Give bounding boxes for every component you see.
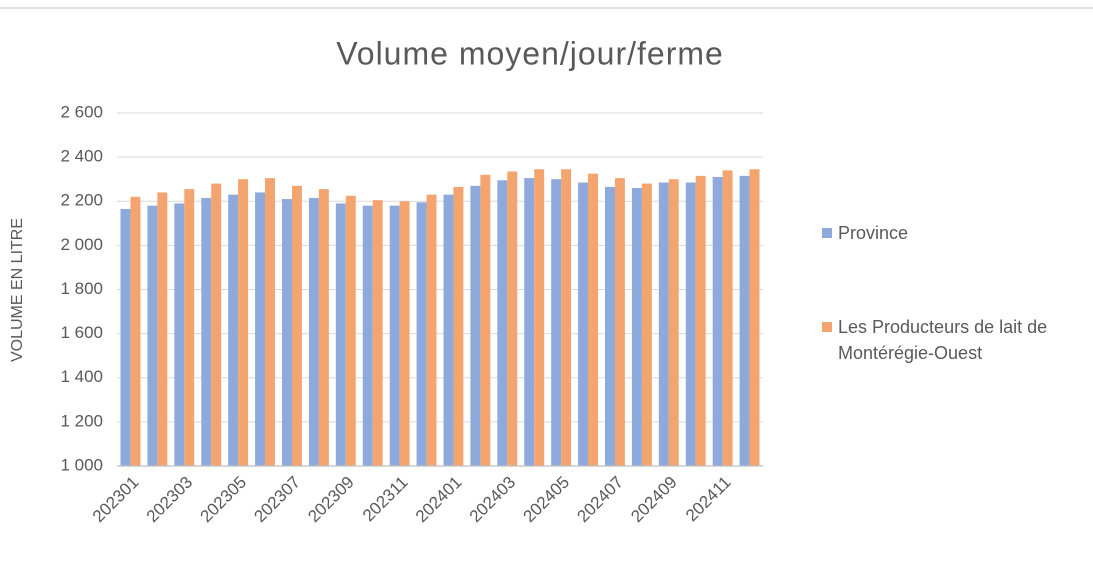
- bar: [551, 179, 562, 466]
- bar: [362, 205, 373, 466]
- y-tick-label: 1 400: [60, 367, 103, 386]
- bar: [265, 178, 276, 466]
- bar: [534, 169, 545, 466]
- legend-label: Province: [838, 223, 909, 243]
- bar: [712, 176, 723, 466]
- bar: [480, 174, 491, 466]
- x-tick-label: 202411: [682, 473, 735, 526]
- bar: [631, 188, 642, 466]
- bar: [335, 203, 346, 467]
- bar: [238, 179, 249, 466]
- legend-swatch: [822, 322, 832, 332]
- bar: [739, 175, 750, 467]
- bar: [578, 182, 589, 466]
- x-tick-label: 202305: [197, 473, 251, 527]
- y-tick-label: 1 600: [60, 323, 103, 342]
- bar: [507, 171, 518, 466]
- y-tick-label: 2 200: [60, 191, 103, 210]
- bar: [524, 178, 535, 466]
- bar: [228, 194, 239, 466]
- y-tick-label: 1 000: [60, 455, 103, 474]
- y-tick-label: 2 400: [60, 147, 103, 166]
- bar: [443, 194, 454, 466]
- x-tick-label: 202407: [573, 473, 627, 527]
- y-tick-label: 1 200: [60, 411, 103, 430]
- x-tick-label: 202401: [412, 473, 466, 527]
- x-tick-label: 202311: [359, 473, 412, 526]
- bar: [426, 194, 437, 466]
- bar: [174, 203, 185, 467]
- bar: [184, 189, 195, 466]
- bar: [130, 196, 141, 466]
- x-tick-label: 202403: [466, 473, 520, 527]
- x-tick-label: 202405: [520, 473, 574, 527]
- bar: [749, 169, 760, 466]
- bar: [722, 170, 733, 467]
- legend-swatch: [822, 228, 832, 238]
- x-tick-label: 202409: [627, 473, 681, 527]
- y-tick-label: 2 600: [60, 102, 103, 121]
- bar: [308, 197, 319, 467]
- bar: [318, 189, 329, 466]
- bar: [641, 183, 652, 466]
- x-tick-label: 202301: [89, 473, 143, 527]
- bar: [120, 208, 131, 467]
- x-tick-label: 202309: [304, 473, 358, 527]
- bar: [255, 192, 266, 467]
- bar: [453, 186, 464, 467]
- bar: [668, 179, 679, 466]
- x-tick-label: 202307: [250, 473, 304, 527]
- bar: [345, 195, 356, 466]
- bar: [695, 175, 706, 467]
- bar: [685, 182, 696, 466]
- bar: [658, 182, 669, 466]
- bar: [211, 183, 222, 466]
- bar: [147, 205, 158, 466]
- bar: [399, 201, 410, 466]
- bar: [416, 202, 427, 466]
- bar: [470, 185, 481, 466]
- bar: [497, 180, 508, 466]
- y-axis-label: VOLUME EN LITRE: [9, 218, 26, 362]
- bar: [604, 186, 615, 467]
- legend-label: Les Producteurs de lait de Montérégie-Ou…: [838, 317, 1048, 363]
- bar: [561, 169, 572, 466]
- x-tick-label: 202303: [143, 473, 197, 527]
- bar: [281, 199, 292, 466]
- chart-title: Volume moyen/jour/ferme: [336, 35, 724, 71]
- bar: [372, 200, 383, 466]
- bar: [291, 185, 302, 466]
- bar: [157, 192, 168, 467]
- bar: [201, 197, 212, 467]
- y-tick-label: 2 000: [60, 235, 103, 254]
- y-tick-label: 1 800: [60, 279, 103, 298]
- bar: [588, 173, 599, 466]
- bar: [389, 205, 400, 466]
- bar: [614, 178, 625, 466]
